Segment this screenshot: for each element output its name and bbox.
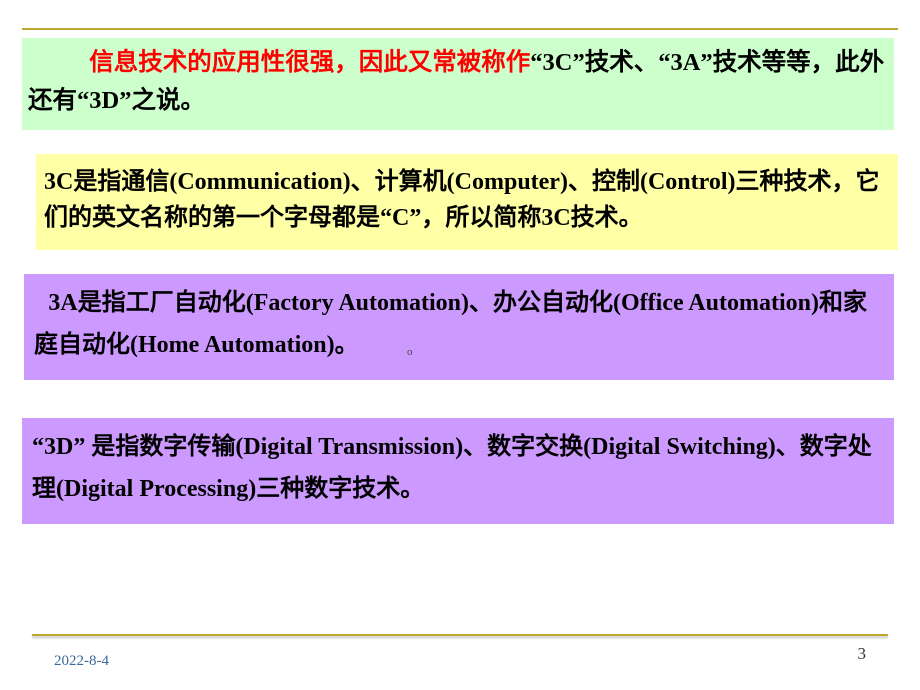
box-3d: “3D” 是指数字传输(Digital Transmission)、数字交换(D… [22, 418, 894, 524]
box-3d-text: “3D” 是指数字传输(Digital Transmission)、数字交换(D… [32, 434, 872, 502]
intro-box: 信息技术的应用性很强，因此又常被称作“3C”技术、“3A”技术等等，此外还有“3… [22, 38, 894, 130]
box-3a: 3A是指工厂自动化(Factory Automation)、办公自动化(Offi… [24, 274, 894, 380]
box-3c-text: 3C是指通信(Communication)、计算机(Computer)、控制(C… [44, 169, 880, 231]
top-rule [22, 28, 898, 30]
box-3c: 3C是指通信(Communication)、计算机(Computer)、控制(C… [36, 154, 898, 250]
box-3a-text: 3A是指工厂自动化(Factory Automation)、办公自动化(Offi… [34, 290, 867, 358]
footer-page-number: 3 [858, 644, 867, 664]
center-marker: o [407, 346, 413, 358]
intro-lead: 信息技术的应用性很强，因此又常被称作 [89, 49, 530, 76]
slide: 信息技术的应用性很强，因此又常被称作“3C”技术、“3A”技术等等，此外还有“3… [0, 0, 920, 690]
footer-date: 2022-8-4 [54, 653, 109, 670]
bottom-rule [32, 634, 888, 636]
